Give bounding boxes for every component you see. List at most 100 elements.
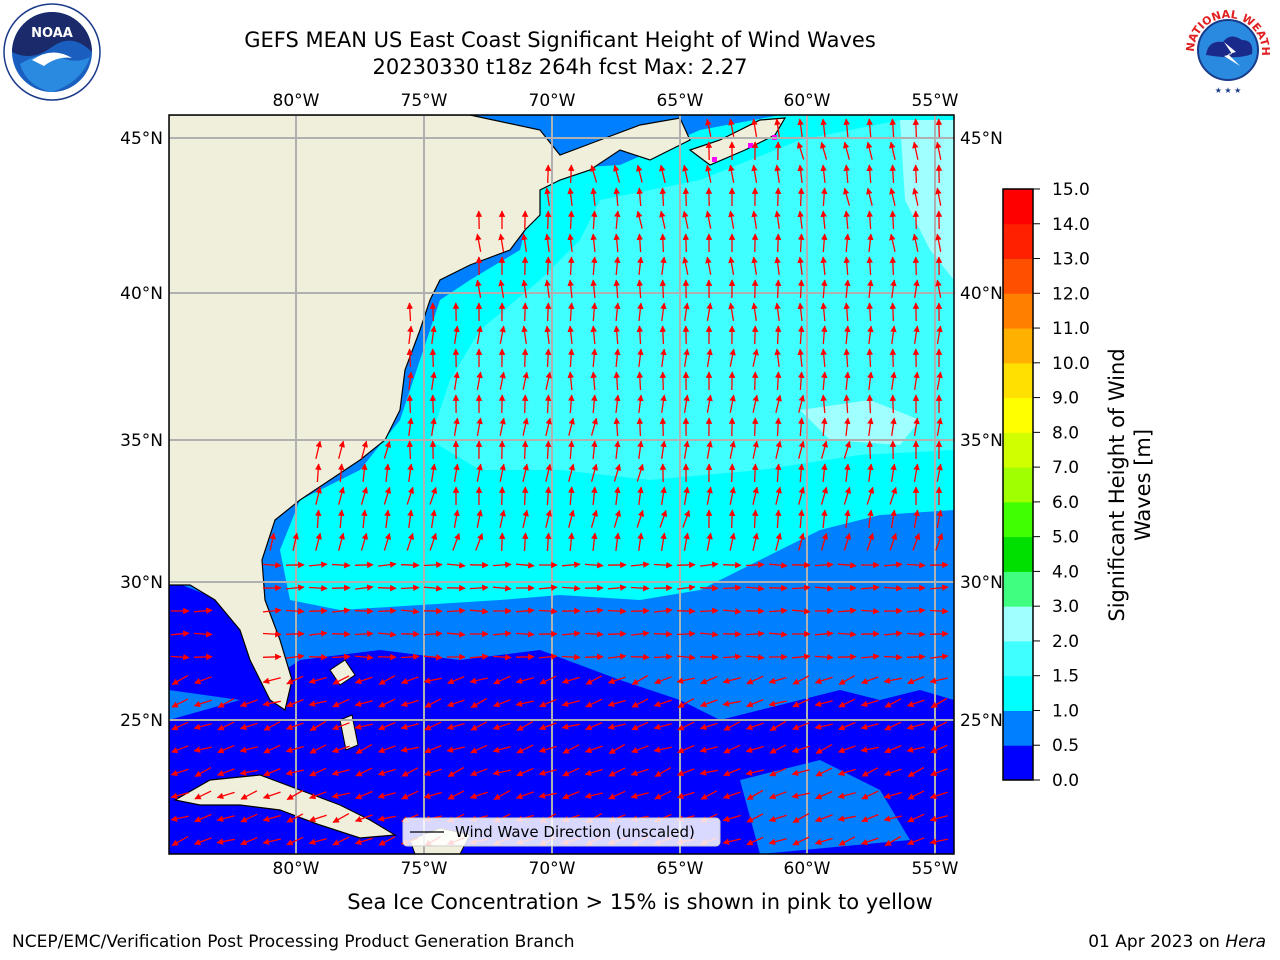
wind-arrow: [269, 532, 276, 551]
wind-arrow: [653, 561, 673, 569]
wind-arrow: [590, 325, 597, 345]
wind-arrow: [797, 302, 804, 321]
wind-arrow: [883, 791, 902, 800]
wind-arrow: [774, 463, 782, 483]
wind-arrow: [751, 164, 758, 184]
wind-arrow: [607, 699, 626, 708]
wind-arrow: [890, 417, 897, 436]
wind-arrow: [424, 698, 442, 708]
wind-arrow: [815, 790, 833, 800]
wind-arrow: [729, 486, 736, 505]
wind-arrow: [935, 532, 944, 551]
wind-arrow: [815, 744, 833, 754]
wind-arrow: [216, 838, 235, 845]
wind-arrow: [544, 302, 552, 322]
wind-arrow: [607, 584, 627, 591]
wind-arrow: [912, 210, 920, 230]
wind-arrow: [866, 210, 874, 230]
wind-arrow: [429, 302, 437, 322]
wind-arrow: [884, 744, 902, 754]
wind-arrow: [568, 394, 575, 414]
wind-arrow: [820, 118, 827, 137]
wind-arrow: [591, 394, 598, 414]
colorbar-segment: [1003, 293, 1033, 329]
wind-arrow: [354, 837, 373, 846]
wind-arrow: [217, 698, 235, 708]
wind-arrow: [377, 815, 396, 822]
wind-arrow: [843, 532, 852, 551]
wind-arrow: [682, 509, 691, 528]
wind-arrow: [194, 813, 212, 823]
wind-arrow: [791, 769, 810, 776]
wind-arrow: [821, 417, 828, 437]
wind-arrow: [705, 164, 712, 183]
wind-arrow: [660, 394, 667, 413]
wind-arrow: [262, 630, 282, 638]
wind-arrow: [492, 769, 511, 776]
colorbar-frame: [1002, 188, 1034, 781]
wind-arrow: [636, 463, 645, 482]
wind-arrow: [545, 371, 552, 390]
wind-arrow: [522, 509, 529, 528]
wind-arrow: [791, 792, 810, 799]
wind-arrow: [614, 486, 621, 505]
legend-label: Wind Wave Direction (unscaled): [455, 823, 695, 841]
wind-arrow: [383, 440, 392, 459]
wind-arrow: [659, 279, 667, 299]
wind-arrow: [567, 348, 575, 368]
wind-arrow: [193, 699, 212, 708]
wind-arrow: [860, 653, 880, 660]
colorbar-label-line1: Significant Height of Wind: [1105, 348, 1129, 621]
wind-arrow: [722, 608, 742, 615]
wind-arrow: [769, 720, 787, 732]
wind-arrow: [775, 440, 782, 459]
wind-arrow: [630, 561, 650, 568]
wind-arrow: [820, 348, 827, 368]
wind-arrow: [676, 654, 696, 661]
wind-arrow: [614, 532, 621, 551]
wind-arrow: [722, 814, 741, 823]
wind-arrow: [660, 348, 667, 367]
wind-arrow: [797, 325, 805, 345]
wind-arrow: [499, 371, 506, 390]
wind-arrow: [544, 279, 551, 298]
wind-arrow: [860, 723, 879, 730]
wind-arrow: [936, 325, 943, 345]
wind-arrow: [424, 721, 442, 731]
wind-arrow: [240, 836, 258, 846]
wind-arrow: [584, 630, 604, 638]
wind-arrow: [590, 279, 597, 299]
wind-arrow: [286, 813, 304, 823]
wind-arrow: [562, 790, 580, 800]
wind-arrow: [308, 653, 328, 661]
wind-arrow: [355, 790, 373, 800]
wind-arrow: [682, 164, 689, 183]
wind-arrow: [492, 561, 512, 569]
wind-arrow: [935, 279, 942, 298]
wind-arrow: [446, 631, 466, 638]
wind-arrow: [331, 792, 350, 799]
wind-arrow: [631, 721, 649, 731]
wind-arrow: [309, 767, 327, 777]
wind-arrow: [705, 256, 712, 275]
wind-arrow: [677, 744, 695, 754]
wind-arrow: [659, 325, 667, 345]
wind-arrow: [912, 141, 919, 160]
wind-arrow: [476, 509, 483, 528]
wind-arrow: [567, 233, 574, 252]
wind-arrow: [331, 630, 351, 638]
wind-arrow: [493, 675, 511, 685]
wind-arrow: [677, 584, 696, 591]
wind-arrow: [538, 722, 557, 731]
wind-arrow: [821, 233, 828, 253]
wind-arrow: [521, 486, 529, 506]
colorbar-segment: [1003, 640, 1033, 677]
wind-arrow: [568, 417, 575, 436]
wind-arrow: [453, 417, 460, 437]
lat-tick-right: 30°N: [960, 573, 1003, 593]
wind-arrow: [637, 440, 644, 459]
wind-arrow: [499, 509, 506, 528]
wind-arrow: [843, 187, 851, 206]
colorbar-tick-label: 1.0: [1052, 701, 1079, 721]
wind-arrow: [700, 675, 718, 685]
